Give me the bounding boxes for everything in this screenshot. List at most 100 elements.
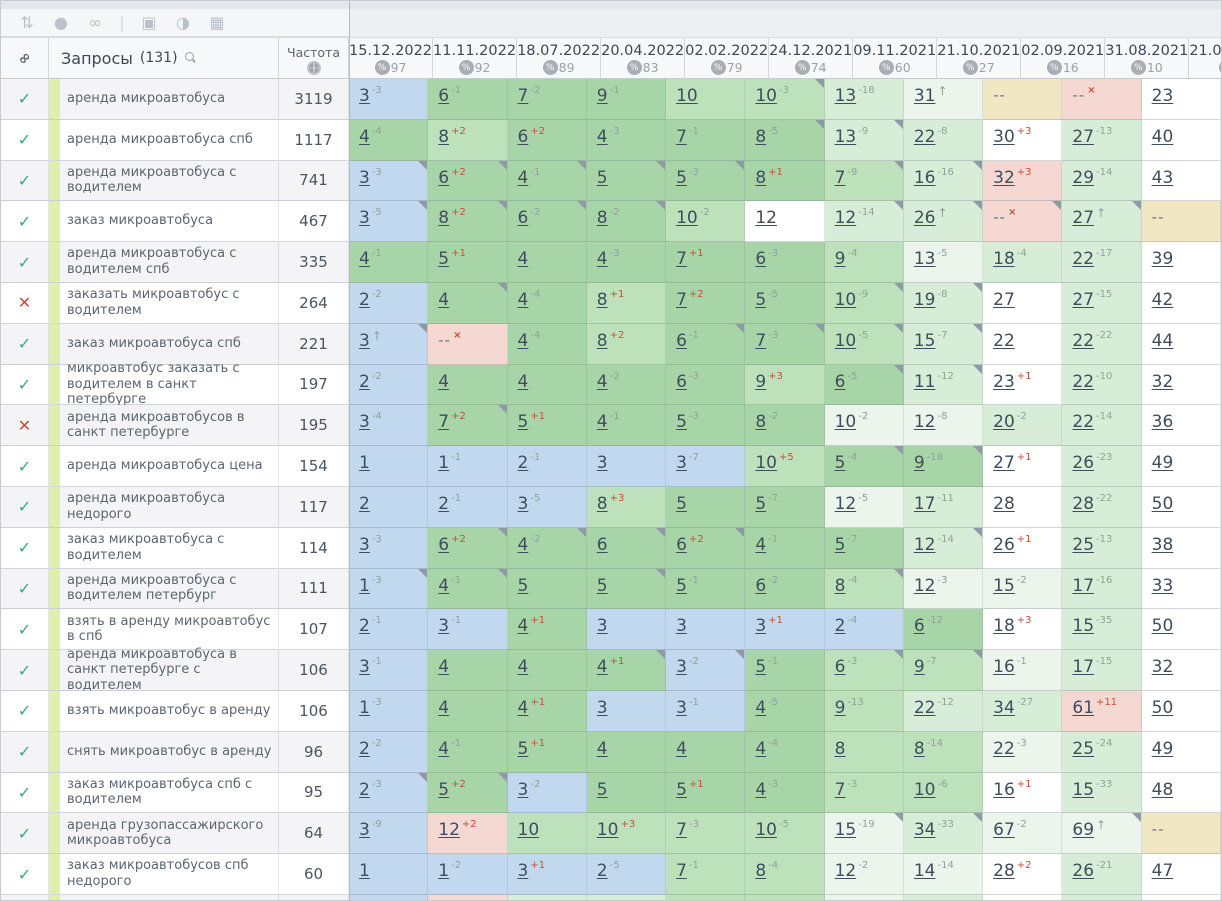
position-value[interactable]: 22 xyxy=(1072,412,1095,433)
status-check-icon[interactable]: ✓ xyxy=(17,864,32,884)
header-keywords[interactable]: Запросы (131) xyxy=(49,38,279,79)
position-value[interactable]: 5 xyxy=(755,289,767,310)
position-value[interactable]: 12 xyxy=(913,575,936,596)
position-value[interactable]: 3 xyxy=(359,330,370,351)
position-value[interactable]: 6 xyxy=(438,534,450,555)
position-value[interactable]: 7 xyxy=(676,289,687,310)
position-value[interactable]: 5 xyxy=(517,412,529,433)
status-check-icon[interactable]: ✓ xyxy=(17,252,32,272)
position-value[interactable]: 2 xyxy=(596,861,608,882)
position-value[interactable]: 18 xyxy=(993,249,1015,270)
contrast-icon[interactable]: ◑ xyxy=(176,12,190,32)
position-value[interactable]: 3 xyxy=(359,86,370,106)
position-value[interactable]: 22 xyxy=(1072,371,1095,392)
position-value[interactable]: 49 xyxy=(1151,738,1174,759)
position-value[interactable]: 2 xyxy=(517,453,529,474)
position-value[interactable]: 2 xyxy=(359,616,370,637)
position-value[interactable]: 9 xyxy=(755,371,767,392)
position-value[interactable]: 17 xyxy=(913,493,936,514)
position-value[interactable]: 2 xyxy=(359,371,370,392)
status-cell[interactable]: ✓ xyxy=(1,446,49,487)
position-value[interactable]: 4 xyxy=(438,657,450,678)
position-value[interactable]: 4 xyxy=(517,616,529,637)
image-icon[interactable]: ▦ xyxy=(209,12,225,32)
header-frequency[interactable]: Частота xyxy=(279,38,349,79)
position-value[interactable]: 4 xyxy=(676,738,687,759)
position-value[interactable]: 16 xyxy=(913,167,936,188)
keyword-text[interactable]: аренда микроавтобуса с водителем петербу… xyxy=(67,572,237,604)
position-value[interactable]: 31 xyxy=(913,86,936,106)
position-value[interactable]: 6 xyxy=(676,371,687,392)
position-value[interactable]: 10 xyxy=(676,208,698,229)
position-value[interactable]: 1 xyxy=(438,453,450,474)
keyword-cell[interactable]: взять в аренду микроавтобус в спб xyxy=(49,609,279,651)
status-check-icon[interactable]: ✓ xyxy=(17,130,32,150)
status-cell[interactable]: ✓ xyxy=(1,201,49,243)
position-value[interactable]: 5 xyxy=(834,534,846,555)
status-check-icon[interactable]: ✓ xyxy=(17,782,32,802)
keyword-cell[interactable]: аренда микроавтобуса спб xyxy=(49,119,279,161)
position-value[interactable]: 1 xyxy=(359,861,370,882)
position-value[interactable]: 3 xyxy=(676,697,687,718)
keyword-text[interactable]: аренда микроавтобуса спб xyxy=(67,131,253,147)
position-value[interactable]: 10 xyxy=(517,820,540,841)
position-value[interactable]: 32 xyxy=(993,167,1015,188)
position-value[interactable]: 69 xyxy=(1072,820,1095,841)
position-value[interactable]: 8 xyxy=(596,493,608,514)
position-value[interactable]: 4 xyxy=(359,126,370,147)
position-value[interactable]: 2 xyxy=(359,738,370,759)
keyword-cell[interactable]: аренда микроавтобуса xyxy=(49,79,279,120)
position-value[interactable]: 5 xyxy=(676,779,687,800)
position-value[interactable]: 7 xyxy=(517,86,529,106)
position-value[interactable]: 11 xyxy=(913,371,936,392)
position-value[interactable]: 3 xyxy=(676,616,687,637)
status-check-icon[interactable]: ✓ xyxy=(17,170,32,190)
position-value[interactable]: 4 xyxy=(517,697,529,718)
status-cell[interactable]: ✓ xyxy=(1,119,49,161)
position-value[interactable]: 1 xyxy=(438,861,450,882)
position-value[interactable]: 47 xyxy=(1151,861,1174,882)
position-value[interactable]: 4 xyxy=(517,289,529,310)
position-value[interactable]: 3 xyxy=(676,453,687,474)
position-value[interactable]: 7 xyxy=(834,167,846,188)
keyword-cell[interactable]: взять микроавтобус в аренду xyxy=(49,690,279,732)
position-value[interactable]: 27 xyxy=(993,453,1015,474)
position-value[interactable]: 7 xyxy=(834,779,846,800)
position-value[interactable]: 27 xyxy=(993,289,1015,310)
status-cell[interactable]: ✓ xyxy=(1,854,49,895)
position-value[interactable]: 67 xyxy=(993,820,1015,841)
position-value[interactable]: 10 xyxy=(755,453,777,474)
status-cell[interactable]: ✓ xyxy=(1,813,49,855)
position-value[interactable]: 2 xyxy=(834,616,846,637)
position-value[interactable]: 34 xyxy=(913,820,936,841)
position-value[interactable]: 17 xyxy=(1072,575,1095,596)
position-value[interactable]: 6 xyxy=(676,330,687,351)
position-value[interactable]: 4 xyxy=(596,126,608,147)
keyword-text[interactable]: взять в аренду микроавтобус в спб xyxy=(67,613,271,645)
status-cell[interactable]: ✓ xyxy=(1,79,49,120)
status-cell[interactable]: ✓ xyxy=(1,242,49,283)
position-value[interactable]: 15 xyxy=(913,330,936,351)
position-value[interactable]: 9 xyxy=(913,657,925,678)
position-value[interactable]: 5 xyxy=(676,412,687,433)
keyword-text[interactable]: аренда микроавтобусов в санкт петербурге xyxy=(67,409,245,441)
position-value[interactable]: 26 xyxy=(913,208,936,229)
position-value[interactable]: 16 xyxy=(993,779,1015,800)
position-value[interactable]: 39 xyxy=(1151,249,1174,270)
position-value[interactable]: 4 xyxy=(438,697,450,718)
status-cell[interactable]: ✕ xyxy=(1,282,49,324)
keyword-text[interactable]: заказ микроавтобуса xyxy=(67,213,214,229)
position-value[interactable]: 10 xyxy=(755,86,777,106)
keyword-cell[interactable]: заказ микроавтобуса с водителем xyxy=(49,527,279,569)
position-value[interactable]: 6 xyxy=(913,616,925,637)
position-value[interactable]: 3 xyxy=(359,412,370,433)
position-value[interactable]: 3 xyxy=(359,820,370,841)
position-value[interactable]: 10 xyxy=(913,779,936,800)
position-value[interactable]: 3 xyxy=(676,657,687,678)
position-value[interactable]: 28 xyxy=(993,861,1015,882)
position-value[interactable]: 4 xyxy=(517,534,529,555)
bubble-icon[interactable]: ● xyxy=(54,12,68,32)
position-value[interactable]: 8 xyxy=(438,208,450,229)
position-value[interactable]: 15 xyxy=(834,820,857,841)
position-value[interactable]: 4 xyxy=(596,738,608,759)
